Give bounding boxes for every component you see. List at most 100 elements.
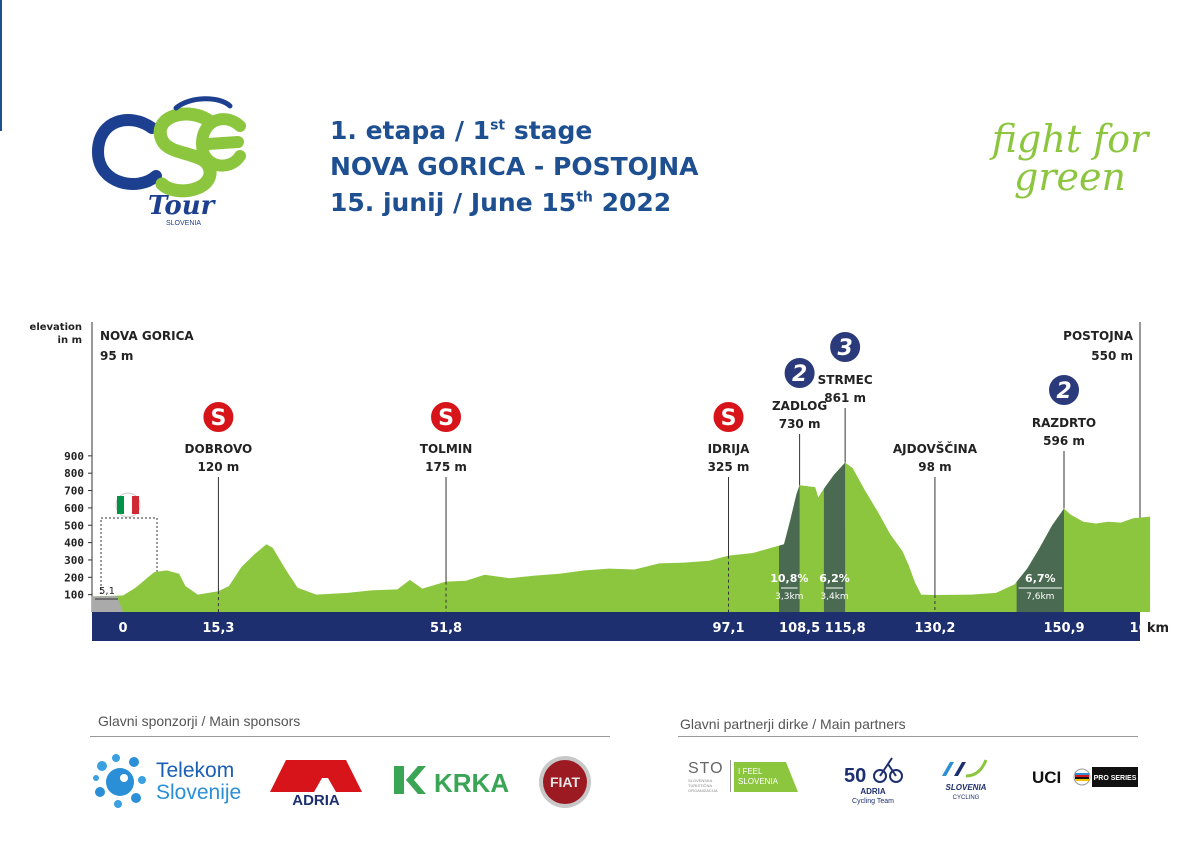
sprint-badge-letter: S [721, 406, 737, 431]
x-tick-label: 15,3 [202, 621, 234, 636]
waypoint-elevation: 596 m [1043, 434, 1085, 448]
x-tick-label: 108,5 [779, 621, 820, 636]
uci-pro-series-logo: UCI PRO SERIES [1032, 767, 1138, 787]
climb-gradient-label: 6,7% [1025, 572, 1056, 585]
neutral-start-wedge [92, 596, 123, 612]
kom-badge-icon [828, 330, 863, 364]
adria-team-subtitle: Cycling Team [852, 798, 894, 805]
y-axis-label: elevation [30, 322, 82, 333]
sprint-badge-letter: S [210, 406, 226, 431]
kom-category-number: 2 [1056, 379, 1071, 404]
fight-for-green-slogan: fight for green [991, 117, 1149, 199]
x-tick-label: 150,9 [1043, 621, 1084, 636]
fiat-logo: FIAT [539, 756, 591, 808]
header-divider [0, 0, 2, 131]
y-tick-label: 200 [64, 571, 84, 584]
climb-length-label: 3,4km [820, 592, 848, 602]
climb-segment [1016, 508, 1065, 612]
x-tick-label: 97,1 [712, 621, 744, 636]
start-town-label: NOVA GORICA [100, 329, 194, 343]
sto-divider [730, 760, 731, 792]
y-tick-label: 800 [64, 467, 84, 480]
italy-flag-green [117, 496, 124, 514]
x-tick-label: 0 [118, 621, 127, 636]
adria-logo: ADRIA [270, 760, 362, 808]
y-tick-label: 100 [64, 589, 84, 602]
stage-date: 15. junij / June 15th 2022 [330, 188, 672, 217]
y-tick-label: 500 [64, 519, 84, 532]
kom-category-number: 3 [837, 336, 852, 361]
sprint-badge-icon [429, 400, 464, 434]
x-axis-unit: km [1147, 621, 1169, 636]
climb-segment [823, 462, 846, 612]
fiat-logo-text: FIAT [550, 774, 581, 790]
tour-of-slovenia-logo: Tour SLOVENIA [91, 96, 246, 227]
telekom-logo-icon [93, 754, 146, 808]
climb-gradient-label: 6,2% [819, 572, 850, 585]
y-tick-label: 600 [64, 502, 84, 515]
adria-cycling-team-logo: 50 ADRIA Cycling Team [844, 757, 903, 805]
slovenia-cycling-text: SLOVENIA [946, 783, 987, 792]
waypoint-name: TOLMIN [420, 442, 472, 456]
telekom-logo-text: Telekom Slovenije [156, 759, 242, 804]
sprint-badge-icon [201, 400, 236, 434]
y-tick-label: 700 [64, 485, 84, 498]
i-feel-slovenia-logo: I FEEL SLOVENIA [734, 762, 798, 792]
y-tick-label: 400 [64, 537, 84, 550]
adria-logo-text: ADRIA [292, 792, 340, 808]
y-tick-label: 300 [64, 554, 84, 567]
krka-logo: KRKA [394, 766, 509, 798]
main-partners-title: Glavni partnerji dirke / Main partners [680, 716, 906, 732]
logo-wordmark: Tour [148, 191, 217, 221]
climb-segment [779, 485, 800, 612]
kom-category-number: 2 [792, 362, 807, 387]
logo-subtext: SLOVENIA [166, 220, 201, 227]
slovenia-cycling-logo: SLOVENIA CYCLING [942, 759, 988, 801]
finish-town-label: POSTOJNA [1063, 329, 1134, 343]
stage-profile-chart: elevation in m 100 200 300 400 500 600 700 800 900… [30, 322, 1171, 641]
adria-team-50-text: 50 [844, 765, 866, 787]
slovenia-text: SLOVENIA [738, 777, 779, 786]
waypoint-name: IDRIJA [708, 442, 751, 456]
waypoint-name: ZADLOG [772, 399, 827, 413]
distance-axis-bar [92, 612, 1140, 641]
neutral-distance-label: 5,1 [99, 586, 115, 597]
waypoint-elevation: 325 m [708, 460, 750, 474]
cycling-text: CYCLING [953, 795, 980, 801]
sto-logo-text: STO [688, 760, 724, 777]
italy-flag-red [132, 496, 139, 514]
krka-logo-text: KRKA [434, 768, 509, 798]
climb-gradient-label: 10,8% [770, 572, 808, 585]
waypoint-elevation: 175 m [425, 460, 467, 474]
x-tick-label: 130,2 [914, 621, 955, 636]
pro-series-text: PRO SERIES [1094, 775, 1137, 782]
stage-number: 1. etapa / 1st stage [330, 116, 593, 145]
uci-text: UCI [1032, 768, 1061, 787]
x-tick-label: 51,8 [430, 621, 462, 636]
main-sponsors-title: Glavni sponzorji / Main sponsors [98, 713, 301, 729]
kom-badge-icon [782, 356, 817, 390]
waypoint-elevation: 861 m [824, 391, 866, 405]
waypoint-name: AJDOVŠČINA [893, 441, 978, 456]
climb-length-label: 7,6km [1026, 592, 1054, 602]
sprint-badge-icon [711, 400, 746, 434]
waypoint-name: RAZDRTO [1032, 416, 1096, 430]
y-tick-label: 900 [64, 450, 84, 463]
x-tick-label: 164,7 [1130, 621, 1171, 636]
waypoint-elevation: 120 m [198, 460, 240, 474]
climb-length-label: 3,3km [775, 592, 803, 602]
waypoint-name: DOBROVO [185, 442, 253, 456]
sprint-badge-letter: S [438, 406, 454, 431]
x-tick-label: 115,8 [825, 621, 866, 636]
stage-route: NOVA GORICA - POSTOJNA [330, 152, 699, 181]
waypoint-elevation: 730 m [779, 417, 821, 431]
start-elevation-label: 95 m [100, 349, 133, 363]
elevation-profile-area [91, 462, 1151, 612]
sto-logo-subtext: SLOVENSKA TURISTIČNA ORGANIZACIJA [688, 778, 718, 793]
kom-badge-icon [1047, 373, 1082, 407]
partners-divider [678, 736, 1138, 737]
waypoint-name: STRMEC [818, 373, 873, 387]
y-axis-label-unit: in m [58, 335, 82, 346]
sponsors-divider [90, 736, 610, 737]
adria-team-name: ADRIA [860, 787, 886, 796]
